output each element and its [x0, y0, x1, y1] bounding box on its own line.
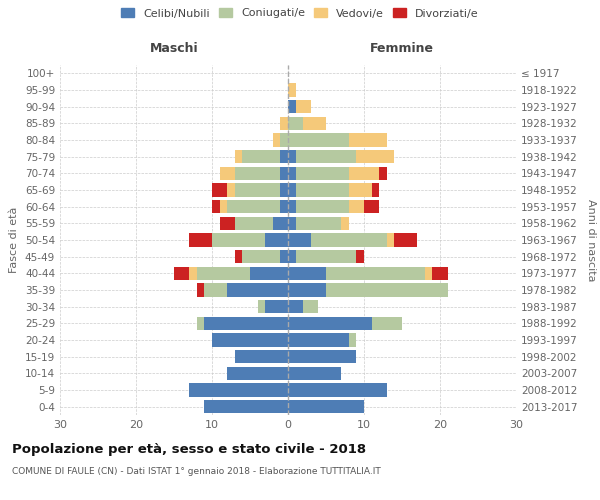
Bar	[288, 150, 296, 164]
Bar	[197, 266, 250, 280]
Text: Femmine: Femmine	[370, 42, 434, 55]
Bar	[288, 216, 296, 230]
Bar	[288, 84, 296, 96]
Bar	[288, 334, 349, 346]
Bar	[280, 250, 288, 264]
Bar	[197, 284, 205, 296]
Bar	[387, 234, 394, 246]
Bar	[212, 184, 227, 196]
Bar	[349, 184, 371, 196]
Bar	[205, 400, 288, 413]
Bar	[288, 116, 303, 130]
Bar	[288, 184, 296, 196]
Bar	[242, 250, 280, 264]
Bar	[280, 150, 288, 164]
Bar	[189, 234, 212, 246]
Bar	[280, 184, 288, 196]
Bar	[250, 266, 288, 280]
Bar	[220, 200, 227, 213]
Bar	[288, 234, 311, 246]
Bar	[288, 384, 387, 396]
Bar	[235, 184, 280, 196]
Bar	[371, 316, 402, 330]
Bar	[197, 316, 205, 330]
Y-axis label: Anni di nascita: Anni di nascita	[586, 198, 596, 281]
Bar	[364, 200, 379, 213]
Bar	[296, 150, 356, 164]
Bar	[273, 216, 288, 230]
Bar	[235, 350, 288, 364]
Bar	[212, 234, 265, 246]
Bar	[326, 266, 425, 280]
Bar	[349, 134, 387, 146]
Bar	[257, 300, 265, 314]
Bar	[265, 300, 288, 314]
Bar	[349, 334, 356, 346]
Bar	[220, 166, 235, 180]
Bar	[296, 200, 349, 213]
Bar	[227, 184, 235, 196]
Bar	[311, 234, 387, 246]
Bar	[303, 300, 319, 314]
Bar	[296, 100, 311, 114]
Bar	[288, 166, 296, 180]
Bar	[288, 316, 371, 330]
Bar	[288, 266, 326, 280]
Bar	[379, 166, 387, 180]
Bar	[220, 216, 235, 230]
Bar	[227, 200, 280, 213]
Bar	[288, 350, 356, 364]
Bar	[425, 266, 433, 280]
Bar	[296, 184, 349, 196]
Bar	[235, 216, 273, 230]
Bar	[288, 134, 349, 146]
Bar	[341, 216, 349, 230]
Bar	[227, 366, 288, 380]
Bar	[189, 384, 288, 396]
Bar	[212, 334, 288, 346]
Bar	[174, 266, 189, 280]
Bar	[394, 234, 417, 246]
Bar	[288, 100, 296, 114]
Bar	[280, 134, 288, 146]
Bar	[288, 300, 303, 314]
Bar	[288, 400, 364, 413]
Bar	[205, 316, 288, 330]
Bar	[288, 200, 296, 213]
Bar	[356, 250, 364, 264]
Bar	[242, 150, 280, 164]
Bar	[433, 266, 448, 280]
Bar	[189, 266, 197, 280]
Bar	[349, 200, 364, 213]
Bar	[227, 284, 288, 296]
Bar	[288, 284, 326, 296]
Text: Popolazione per età, sesso e stato civile - 2018: Popolazione per età, sesso e stato civil…	[12, 442, 366, 456]
Bar	[280, 116, 288, 130]
Bar	[371, 184, 379, 196]
Bar	[212, 200, 220, 213]
Legend: Celibi/Nubili, Coniugati/e, Vedovi/e, Divorziati/e: Celibi/Nubili, Coniugati/e, Vedovi/e, Di…	[121, 8, 479, 18]
Bar	[235, 166, 280, 180]
Text: Maschi: Maschi	[149, 42, 199, 55]
Bar	[296, 216, 341, 230]
Bar	[288, 250, 296, 264]
Bar	[265, 234, 288, 246]
Bar	[280, 200, 288, 213]
Bar	[296, 250, 356, 264]
Y-axis label: Fasce di età: Fasce di età	[10, 207, 19, 273]
Bar	[303, 116, 326, 130]
Text: COMUNE DI FAULE (CN) - Dati ISTAT 1° gennaio 2018 - Elaborazione TUTTITALIA.IT: COMUNE DI FAULE (CN) - Dati ISTAT 1° gen…	[12, 468, 381, 476]
Bar	[296, 166, 349, 180]
Bar	[356, 150, 394, 164]
Bar	[349, 166, 379, 180]
Bar	[273, 134, 280, 146]
Bar	[235, 250, 242, 264]
Bar	[280, 166, 288, 180]
Bar	[326, 284, 448, 296]
Bar	[235, 150, 242, 164]
Bar	[288, 366, 341, 380]
Bar	[205, 284, 227, 296]
